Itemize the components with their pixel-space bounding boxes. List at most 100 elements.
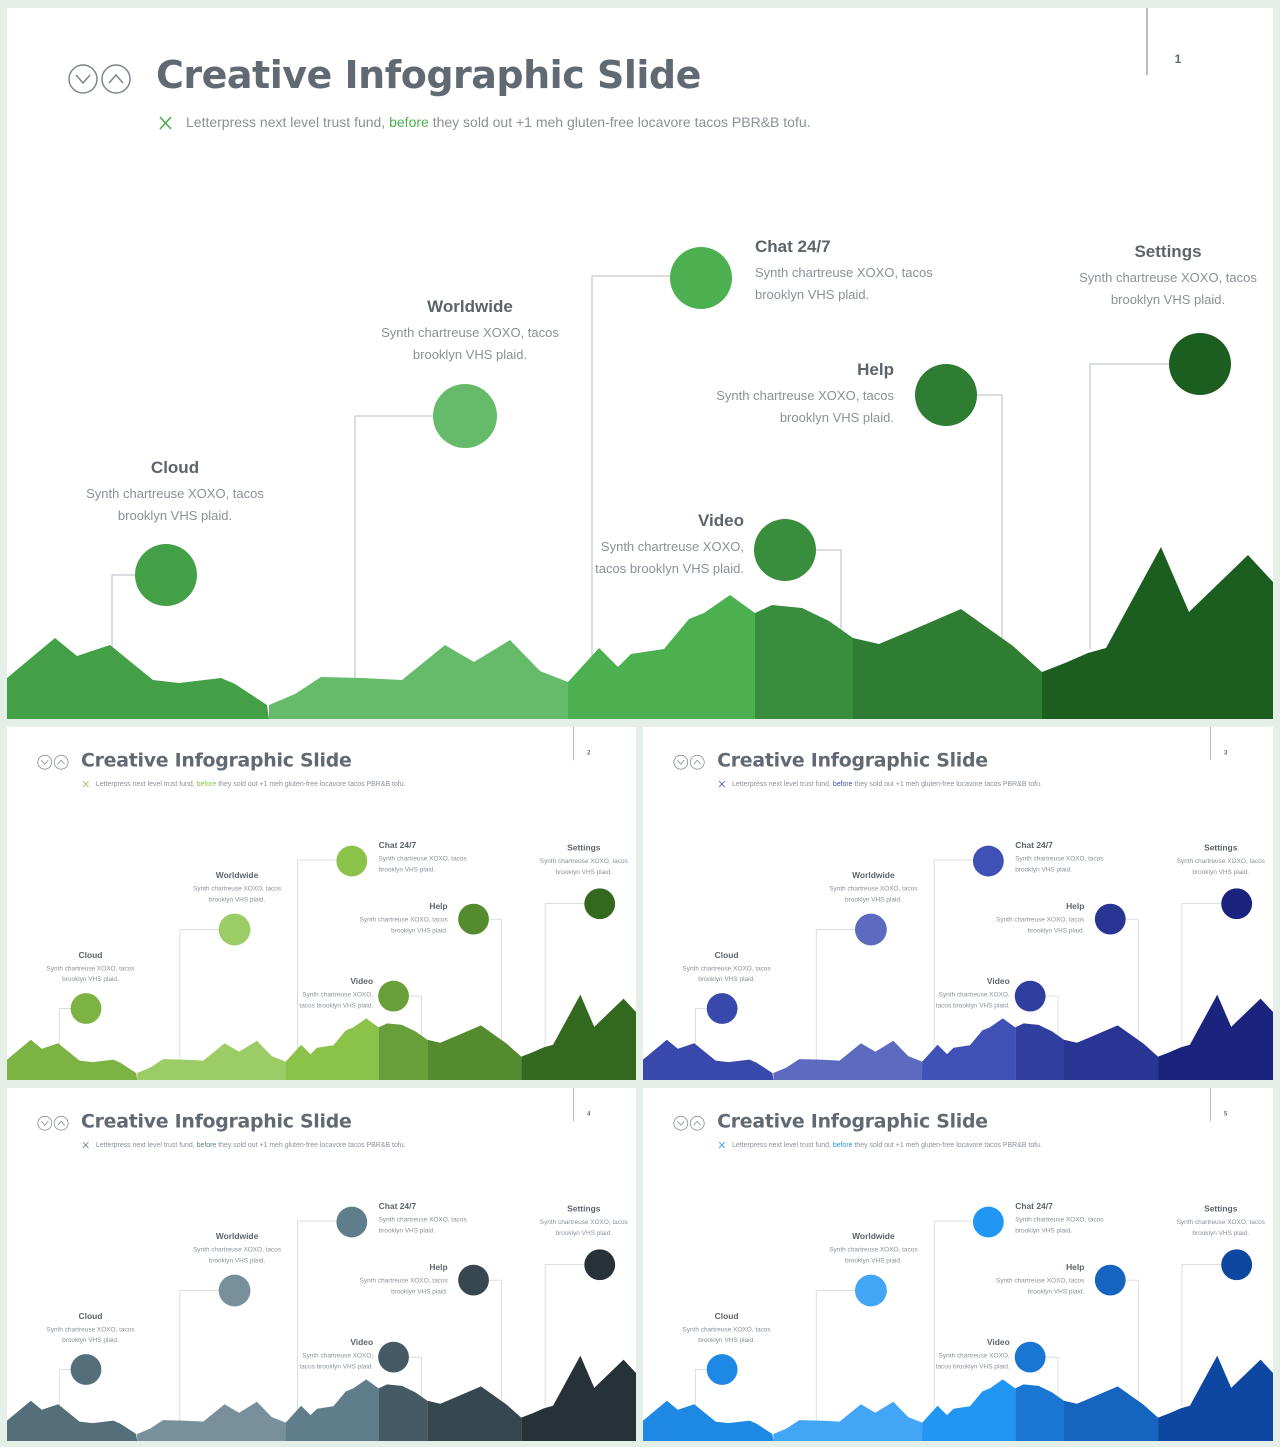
node-circle[interactable] bbox=[70, 993, 102, 1024]
node-circle[interactable] bbox=[1094, 1264, 1126, 1296]
node-description-line-1: Synth chartreuse XOXO, tacos bbox=[1177, 858, 1265, 865]
node-circle[interactable] bbox=[972, 845, 1004, 877]
slide-subtitle: Letterpress next level trust fund, befor… bbox=[732, 1142, 1042, 1149]
subtitle-highlight: before bbox=[197, 1142, 217, 1149]
info-node-settings[interactable]: Settings Synth chartreuse XOXO, tacos broo… bbox=[540, 843, 628, 920]
info-node-settings[interactable]: Settings Synth chartreuse XOXO, tacos broo… bbox=[1177, 1204, 1265, 1281]
node-description-line-1: Synth chartreuse XOXO, bbox=[601, 539, 744, 554]
info-node-help[interactable]: Help Synth chartreuse XOXO, tacos brooklyn… bbox=[716, 360, 977, 426]
chevron-down-icon[interactable] bbox=[37, 1115, 53, 1131]
info-node-chat[interactable]: Chat 24/7 Synth chartreuse XOXO, tacos bro… bbox=[336, 840, 467, 877]
node-title: Help bbox=[429, 901, 447, 911]
node-title: Worldwide bbox=[852, 870, 895, 880]
node-circle[interactable] bbox=[584, 1249, 616, 1281]
node-description-line-1: Synth chartreuse XOXO, tacos bbox=[996, 917, 1084, 924]
mountain-shape-3 bbox=[285, 1018, 379, 1080]
node-circle[interactable] bbox=[433, 384, 497, 448]
node-circle[interactable] bbox=[70, 1354, 102, 1385]
chevron-down-icon[interactable] bbox=[37, 754, 53, 770]
info-node-worldwide[interactable]: Worldwide Synth chartreuse XOXO, tacos bro… bbox=[829, 1231, 918, 1307]
chevron-up-icon[interactable] bbox=[53, 754, 69, 770]
info-node-cloud[interactable]: Cloud Synth chartreuse XOXO, tacos brookly… bbox=[86, 458, 264, 606]
slide-4[interactable]: Creative Infographic Slide Letterpress ne… bbox=[7, 1088, 636, 1441]
chevron-up-icon[interactable] bbox=[689, 1115, 705, 1131]
node-circle[interactable] bbox=[458, 903, 489, 935]
node-circle[interactable] bbox=[458, 1264, 489, 1296]
info-node-settings[interactable]: Settings Synth chartreuse XOXO, tacos broo… bbox=[1079, 242, 1257, 395]
chevron-down-icon[interactable] bbox=[673, 754, 689, 770]
info-node-cloud[interactable]: Cloud Synth chartreuse XOXO, tacos brookly… bbox=[682, 1311, 771, 1385]
info-node-worldwide[interactable]: Worldwide Synth chartreuse XOXO, tacos bro… bbox=[829, 870, 918, 946]
node-circle[interactable] bbox=[584, 888, 616, 920]
close-icon[interactable] bbox=[718, 1141, 725, 1149]
node-circle[interactable] bbox=[378, 1341, 409, 1373]
info-node-help[interactable]: Help Synth chartreuse XOXO, tacos brooklyn… bbox=[360, 1262, 489, 1296]
node-circle[interactable] bbox=[378, 980, 409, 1012]
info-node-video[interactable]: Video Synth chartreuse XOXO, tacos brookly… bbox=[299, 976, 409, 1012]
info-node-chat[interactable]: Chat 24/7 Synth chartreuse XOXO, tacos bro… bbox=[670, 237, 933, 309]
info-node-settings[interactable]: Settings Synth chartreuse XOXO, tacos broo… bbox=[540, 1204, 628, 1281]
node-circle[interactable] bbox=[336, 845, 368, 877]
node-circle[interactable] bbox=[218, 913, 251, 946]
node-circle[interactable] bbox=[336, 1206, 368, 1238]
node-description-line-2: brooklyn VHS plaid. bbox=[845, 896, 902, 903]
info-node-worldwide[interactable]: Worldwide Synth chartreuse XOXO, tacos bro… bbox=[193, 1231, 281, 1307]
info-node-cloud[interactable]: Cloud Synth chartreuse XOXO, tacos brookly… bbox=[682, 950, 771, 1024]
slide-1[interactable]: Creative Infographic Slide Letterpress ne… bbox=[7, 8, 1273, 719]
slide-canvas: Creative Infographic Slide Letterpress ne… bbox=[7, 1088, 636, 1441]
node-circle[interactable] bbox=[854, 913, 887, 946]
node-description-line-2: brooklyn VHS plaid. bbox=[845, 1257, 902, 1264]
info-node-video[interactable]: Video Synth chartreuse XOXO, tacos brookly… bbox=[936, 1337, 1046, 1373]
node-description-line-2: brooklyn VHS plaid. bbox=[209, 896, 266, 903]
node-description-line-2: brooklyn VHS plaid. bbox=[556, 869, 613, 876]
close-icon[interactable] bbox=[159, 116, 172, 130]
close-icon[interactable] bbox=[82, 780, 89, 788]
info-node-cloud[interactable]: Cloud Synth chartreuse XOXO, tacos brookly… bbox=[46, 1311, 135, 1385]
info-node-worldwide[interactable]: Worldwide Synth chartreuse XOXO, tacos bro… bbox=[193, 870, 281, 946]
close-icon[interactable] bbox=[82, 1141, 89, 1149]
info-node-help[interactable]: Help Synth chartreuse XOXO, tacos brooklyn… bbox=[996, 901, 1126, 935]
slide-5[interactable]: Creative Infographic Slide Letterpress ne… bbox=[643, 1088, 1273, 1441]
connector-line-worldwide bbox=[815, 1290, 855, 1425]
info-node-chat[interactable]: Chat 24/7 Synth chartreuse XOXO, tacos bro… bbox=[336, 1201, 467, 1238]
node-circle[interactable] bbox=[1169, 333, 1231, 395]
chevron-down-icon[interactable] bbox=[68, 64, 98, 94]
chevron-down-icon[interactable] bbox=[673, 1115, 689, 1131]
node-circle[interactable] bbox=[854, 1274, 887, 1307]
info-node-help[interactable]: Help Synth chartreuse XOXO, tacos brooklyn… bbox=[996, 1262, 1126, 1296]
connector-line-chat bbox=[297, 1220, 337, 1410]
node-circle[interactable] bbox=[972, 1206, 1004, 1238]
node-circle[interactable] bbox=[1094, 903, 1126, 935]
info-node-worldwide[interactable]: Worldwide Synth chartreuse XOXO, tacos bro… bbox=[381, 297, 559, 448]
node-circle[interactable] bbox=[706, 993, 738, 1024]
info-node-video[interactable]: Video Synth chartreuse XOXO, tacos brookly… bbox=[595, 511, 816, 581]
chevron-up-icon[interactable] bbox=[101, 64, 131, 94]
node-circle[interactable] bbox=[1014, 980, 1046, 1012]
node-circle[interactable] bbox=[1221, 1249, 1253, 1281]
info-node-video[interactable]: Video Synth chartreuse XOXO, tacos brookly… bbox=[936, 976, 1046, 1012]
node-circle[interactable] bbox=[754, 519, 816, 581]
connector-line-cloud bbox=[695, 1369, 707, 1406]
node-circle[interactable] bbox=[915, 364, 977, 426]
node-circle[interactable] bbox=[1014, 1341, 1046, 1373]
mountain-shape-2 bbox=[773, 1401, 923, 1441]
node-description-line-2: brooklyn VHS plaid. bbox=[780, 410, 894, 425]
node-circle[interactable] bbox=[1221, 888, 1253, 920]
info-node-settings[interactable]: Settings Synth chartreuse XOXO, tacos broo… bbox=[1177, 843, 1265, 920]
node-circle[interactable] bbox=[670, 247, 732, 309]
slide-2[interactable]: Creative Infographic Slide Letterpress ne… bbox=[7, 727, 636, 1080]
close-icon[interactable] bbox=[718, 780, 725, 788]
node-circle[interactable] bbox=[135, 544, 197, 606]
connector-line-settings bbox=[544, 903, 585, 1046]
info-node-video[interactable]: Video Synth chartreuse XOXO, tacos brookly… bbox=[299, 1337, 409, 1373]
chevron-up-icon[interactable] bbox=[689, 754, 705, 770]
node-circle[interactable] bbox=[706, 1354, 738, 1385]
info-node-help[interactable]: Help Synth chartreuse XOXO, tacos brooklyn… bbox=[360, 901, 489, 935]
info-node-cloud[interactable]: Cloud Synth chartreuse XOXO, tacos brookly… bbox=[46, 950, 135, 1024]
chevron-up-icon[interactable] bbox=[53, 1115, 69, 1131]
node-circle[interactable] bbox=[218, 1274, 251, 1307]
info-node-chat[interactable]: Chat 24/7 Synth chartreuse XOXO, tacos bro… bbox=[972, 840, 1104, 877]
connector-line-video bbox=[408, 995, 422, 1037]
info-node-chat[interactable]: Chat 24/7 Synth chartreuse XOXO, tacos bro… bbox=[972, 1201, 1104, 1238]
slide-3[interactable]: Creative Infographic Slide Letterpress ne… bbox=[643, 727, 1273, 1080]
